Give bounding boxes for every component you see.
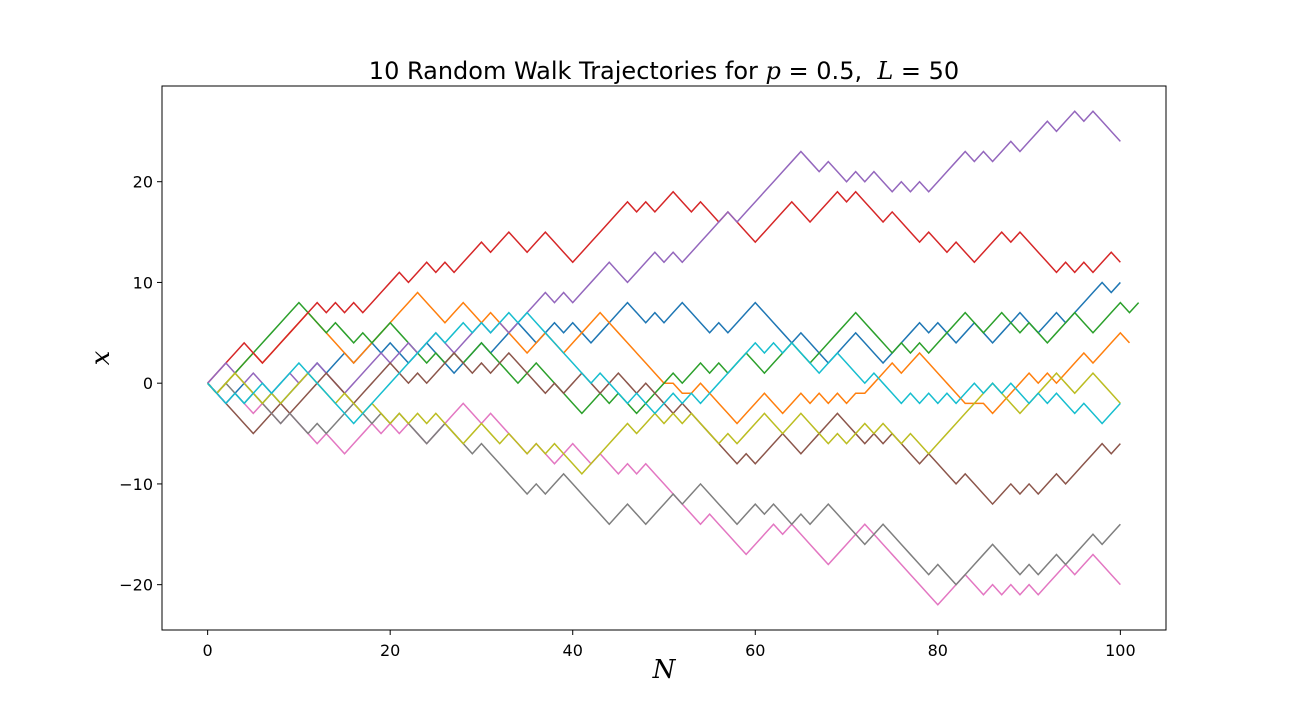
series-line-5	[207, 110, 1121, 395]
y-tick-label: −20	[119, 576, 153, 595]
title-p-value: = 0.5,	[781, 57, 877, 85]
x-tick-label: 100	[1105, 641, 1136, 660]
chart-title: 10 Random Walk Trajectories for p = 0.5,…	[369, 57, 959, 85]
title-l-symbol: L	[876, 57, 893, 85]
series-line-10	[207, 311, 1121, 425]
series-line-4	[207, 190, 1121, 384]
x-tick-label: 20	[380, 641, 400, 660]
title-l-value: = 50	[893, 57, 959, 85]
y-axis-label: x	[86, 350, 116, 365]
y-axis-ticks: −20 −10 0 10 20	[119, 173, 162, 595]
x-axis-label: N	[652, 655, 677, 685]
series-line-9	[207, 371, 1121, 475]
series-line-3	[207, 301, 1140, 415]
series-line-2	[207, 291, 1131, 425]
plot-frame	[161, 85, 1167, 631]
title-p-symbol: p	[766, 57, 781, 85]
y-tick-label: 20	[133, 173, 153, 192]
y-tick-label: −10	[119, 475, 153, 494]
x-tick-label: 80	[928, 641, 948, 660]
x-tick-label: 0	[203, 641, 213, 660]
series-line-7	[207, 382, 1121, 606]
x-axis-ticks: 0 20 40 60 80 100	[203, 630, 1136, 660]
y-tick-label: 0	[143, 374, 153, 393]
y-tick-label: 10	[133, 273, 153, 292]
x-tick-label: 60	[745, 641, 765, 660]
plot-lines	[207, 110, 1140, 606]
x-tick-label: 40	[563, 641, 583, 660]
title-prefix: 10 Random Walk Trajectories for	[369, 57, 766, 85]
